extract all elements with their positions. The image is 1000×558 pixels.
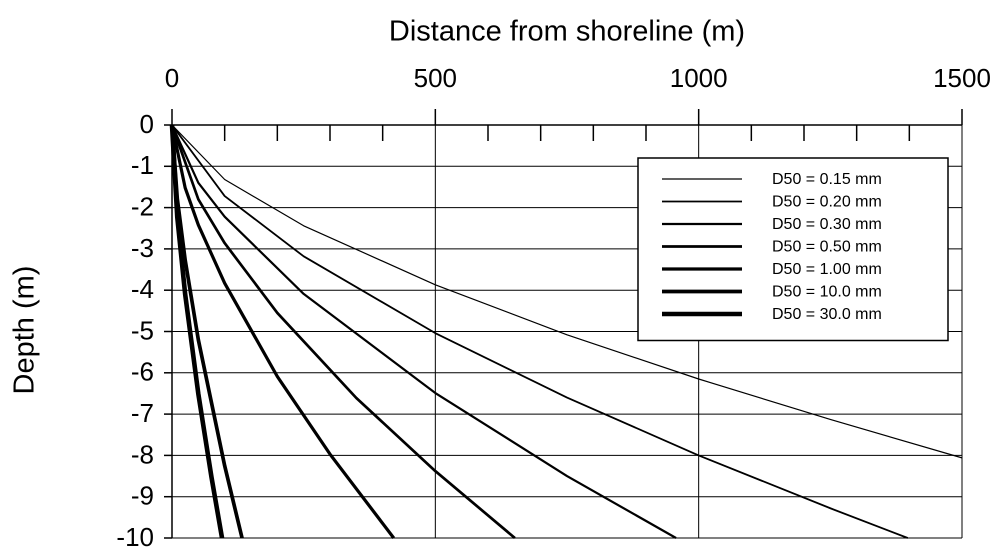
legend-box — [637, 157, 949, 342]
x-tick-label: 500 — [414, 63, 457, 93]
y-tick-label: -3 — [131, 233, 154, 263]
legend-label: D50 = 10.0 mm — [772, 284, 882, 301]
x-tick-label: 1500 — [933, 63, 991, 93]
legend-label: D50 = 1.00 mm — [772, 261, 882, 278]
series-line — [170, 124, 677, 539]
y-tick-label: -10 — [116, 522, 154, 552]
y-tick-label: -5 — [131, 315, 154, 345]
y-tick-label: -6 — [131, 357, 154, 387]
y-tick-label: -8 — [131, 439, 154, 469]
series-line — [170, 124, 396, 539]
legend-label: D50 = 0.30 mm — [772, 216, 882, 233]
legend-label: D50 = 30.0 mm — [772, 306, 882, 323]
y-tick-label: -7 — [131, 398, 154, 428]
series-line — [169, 124, 225, 539]
series-line — [171, 124, 963, 459]
series-line — [170, 124, 516, 540]
x-tick-label: 0 — [165, 63, 179, 93]
y-tick-label: -4 — [131, 274, 154, 304]
y-tick-label: 0 — [140, 109, 154, 139]
x-axis-label: Distance from shoreline (m) — [389, 16, 745, 48]
x-tick-label: 1000 — [670, 63, 728, 93]
legend-label: D50 = 0.50 mm — [772, 239, 882, 256]
y-axis-label: Depth (m) — [9, 266, 41, 395]
series-line — [171, 124, 909, 539]
y-tick-label: -2 — [131, 191, 154, 221]
legend-label: D50 = 0.20 mm — [772, 194, 882, 211]
legend-label: D50 = 0.15 mm — [772, 171, 882, 188]
y-tick-label: -1 — [131, 150, 154, 180]
y-tick-label: -9 — [131, 481, 154, 511]
